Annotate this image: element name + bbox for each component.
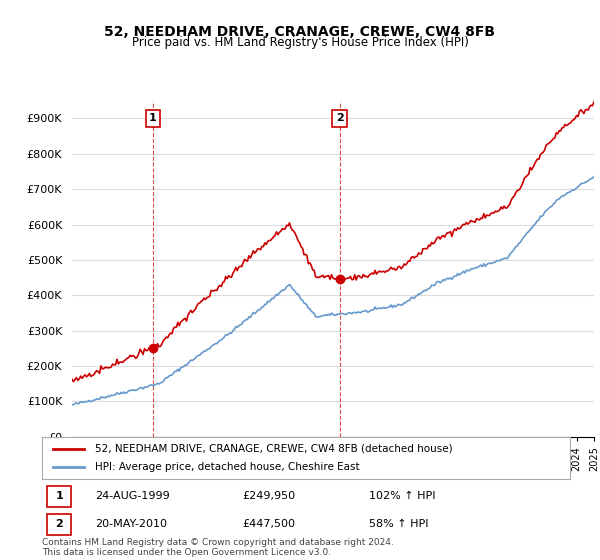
Text: 20-MAY-2010: 20-MAY-2010 bbox=[95, 519, 167, 529]
Text: 58% ↑ HPI: 58% ↑ HPI bbox=[370, 519, 429, 529]
Text: Contains HM Land Registry data © Crown copyright and database right 2024.
This d: Contains HM Land Registry data © Crown c… bbox=[42, 538, 394, 557]
Text: 2: 2 bbox=[336, 114, 343, 124]
Text: 1: 1 bbox=[149, 114, 157, 124]
Text: 52, NEEDHAM DRIVE, CRANAGE, CREWE, CW4 8FB: 52, NEEDHAM DRIVE, CRANAGE, CREWE, CW4 8… bbox=[104, 25, 496, 39]
Text: 52, NEEDHAM DRIVE, CRANAGE, CREWE, CW4 8FB (detached house): 52, NEEDHAM DRIVE, CRANAGE, CREWE, CW4 8… bbox=[95, 444, 452, 454]
Text: 2: 2 bbox=[56, 519, 63, 529]
Text: Price paid vs. HM Land Registry's House Price Index (HPI): Price paid vs. HM Land Registry's House … bbox=[131, 36, 469, 49]
Text: £249,950: £249,950 bbox=[242, 491, 296, 501]
FancyBboxPatch shape bbox=[47, 514, 71, 535]
Text: 24-AUG-1999: 24-AUG-1999 bbox=[95, 491, 170, 501]
Text: 102% ↑ HPI: 102% ↑ HPI bbox=[370, 491, 436, 501]
Text: 1: 1 bbox=[56, 491, 63, 501]
Text: HPI: Average price, detached house, Cheshire East: HPI: Average price, detached house, Ches… bbox=[95, 462, 359, 472]
FancyBboxPatch shape bbox=[47, 486, 71, 507]
Text: £447,500: £447,500 bbox=[242, 519, 296, 529]
